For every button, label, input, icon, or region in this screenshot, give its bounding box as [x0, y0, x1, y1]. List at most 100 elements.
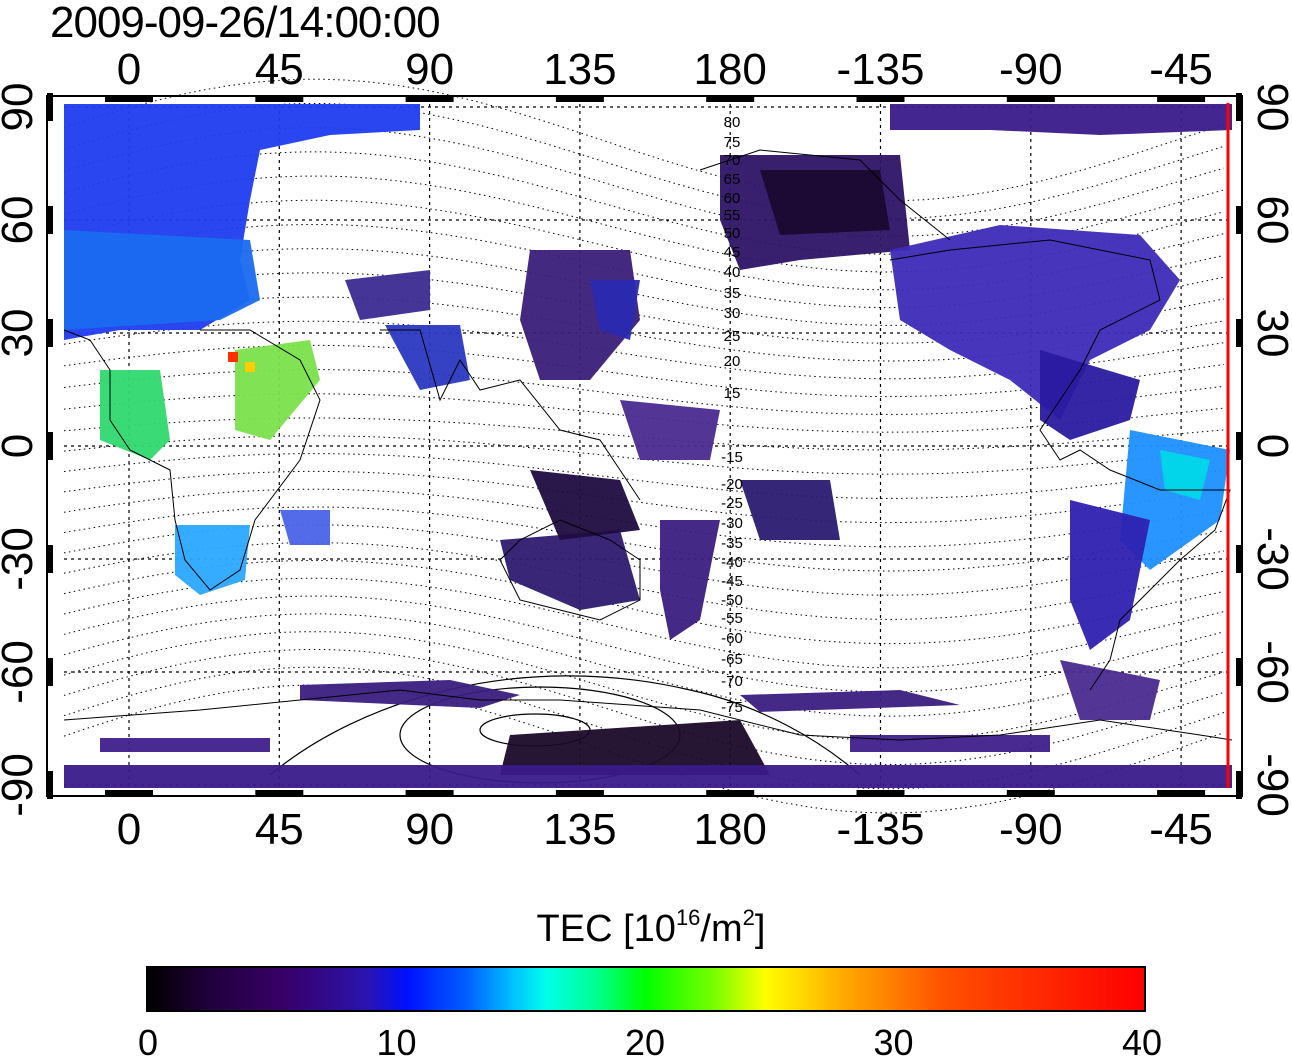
- antarctic-strip-2: [850, 735, 1050, 752]
- tec-hotspot: [228, 352, 238, 362]
- contour-label: -75: [721, 699, 743, 716]
- lat-tick-label-right: -90: [1248, 753, 1292, 817]
- tec-warm-spot: [245, 362, 255, 372]
- lat-tick-label-left: 60: [0, 196, 42, 245]
- tick-bar: [255, 790, 304, 796]
- contour-line: [63, 542, 1225, 620]
- contour-label: 80: [724, 114, 741, 131]
- australia-west-tec: [500, 530, 640, 610]
- colorbar-tick-label: 40: [1121, 1022, 1163, 1063]
- contour-label: 65: [724, 171, 741, 188]
- latitude-ticks-right: 90 60 30 0 -30 -60 -90: [1236, 83, 1292, 817]
- contour-label: -45: [721, 573, 743, 590]
- contour-label: -50: [721, 592, 743, 609]
- lat-tick-label-left: -60: [0, 640, 42, 704]
- colorbar: [146, 966, 1146, 1012]
- contour-line: [63, 595, 1225, 693]
- contour-label: 30: [724, 305, 741, 322]
- southern-ocean-tec-2: [740, 690, 960, 712]
- tick-bar: [1236, 432, 1242, 460]
- lon-tick-label-top: 180: [693, 45, 766, 94]
- contour-line: [63, 470, 1225, 524]
- lat-tick-label-right: -30: [1248, 527, 1292, 591]
- colorbar-title-end: ]: [754, 908, 766, 950]
- lat-tick-label-left: -30: [0, 527, 42, 591]
- europe-tec-south: [64, 230, 260, 330]
- coastline: [699, 149, 951, 241]
- colorbar-title-unit: /m: [700, 908, 743, 950]
- antarctic-band-tec: [64, 765, 1232, 788]
- latitude-ticks-left: 90 60 30 0 -30 -60 -90: [0, 83, 53, 817]
- lon-tick-label-top: 90: [405, 45, 454, 94]
- coastline: [63, 329, 321, 591]
- lat-tick-label-right: -60: [1248, 640, 1292, 704]
- colorbar-tick-label: 0: [137, 1022, 159, 1063]
- lat-tick-label-left: 30: [0, 309, 42, 358]
- southern-ocean-tec: [300, 680, 520, 708]
- contour-loop: [269, 675, 861, 776]
- contour-label: -25: [721, 495, 743, 512]
- south-america-south-tec: [1070, 500, 1150, 650]
- tick-bar: [1236, 771, 1242, 799]
- contour-label: 45: [724, 244, 741, 261]
- siberia-dark-tec: [760, 170, 890, 235]
- contour-label: -15: [721, 449, 743, 466]
- lat-tick-label-right: 60: [1248, 196, 1292, 245]
- lon-tick-label-top: -45: [1149, 45, 1213, 94]
- tick-bar: [1236, 319, 1242, 347]
- tec-data-regions: [64, 104, 1232, 788]
- africa-east-tec: [235, 340, 320, 440]
- lon-tick-label-bottom: 180: [693, 805, 766, 854]
- contour-label: 55: [724, 207, 741, 224]
- colorbar-title-exponent-2: 2: [742, 905, 755, 930]
- tick-bar: [47, 93, 53, 121]
- lon-tick-label-top: 135: [543, 45, 616, 94]
- lon-tick-label-top: -135: [836, 45, 924, 94]
- lat-tick-label-right: 30: [1248, 309, 1292, 358]
- lon-tick-label-bottom: 90: [405, 805, 454, 854]
- tick-bar: [47, 658, 53, 686]
- contour-label: 40: [724, 264, 741, 281]
- tick-bar: [47, 319, 53, 347]
- lon-tick-label-bottom: 0: [117, 805, 141, 854]
- coastline: [380, 329, 641, 501]
- contour-line: [63, 78, 1225, 202]
- south-africa-tec: [175, 525, 250, 595]
- new-zealand-tec: [660, 520, 720, 640]
- lat-tick-label-right: 0: [1248, 434, 1292, 458]
- contour-label: -20: [721, 476, 743, 493]
- lat-tick-label-left: -90: [0, 753, 42, 817]
- contour-line: [63, 577, 1225, 669]
- japan-tec: [590, 280, 640, 340]
- antarctic-strip-1: [100, 738, 270, 752]
- lon-tick-label-bottom: -90: [999, 805, 1063, 854]
- longitude-ticks-bottom: 0 45 90 135 180 -135 -90 -45: [105, 790, 1213, 854]
- timestamp: 2009-09-26/14:00:00: [50, 0, 441, 47]
- australia-north-tec: [530, 470, 640, 540]
- contour-label: 20: [724, 353, 741, 370]
- tick-bar: [1236, 206, 1242, 234]
- madagascar-tec: [280, 510, 330, 545]
- tick-bar: [1236, 93, 1242, 121]
- tick-bar: [105, 790, 153, 796]
- tick-bar: [1236, 545, 1242, 573]
- lon-tick-label-top: -90: [999, 45, 1063, 94]
- contour-label: -35: [721, 535, 743, 552]
- arctic-tec: [890, 104, 1232, 135]
- contour-line: [63, 199, 1225, 291]
- pacific-scatter-tec: [620, 400, 720, 460]
- contour-line: [63, 613, 1225, 717]
- coastline: [63, 689, 1233, 741]
- contour-label: -55: [721, 610, 743, 627]
- tick-bar: [1006, 96, 1055, 102]
- tick-bar: [555, 96, 604, 102]
- lat-tick-label-right: 90: [1248, 83, 1292, 132]
- tick-bar: [856, 96, 905, 102]
- lon-tick-label-bottom: -45: [1149, 805, 1213, 854]
- contour-line: [63, 524, 1225, 596]
- contour-label: -30: [721, 515, 743, 532]
- tick-bar: [47, 206, 53, 234]
- contour-line: [63, 272, 1225, 344]
- tick-bar: [1236, 658, 1242, 686]
